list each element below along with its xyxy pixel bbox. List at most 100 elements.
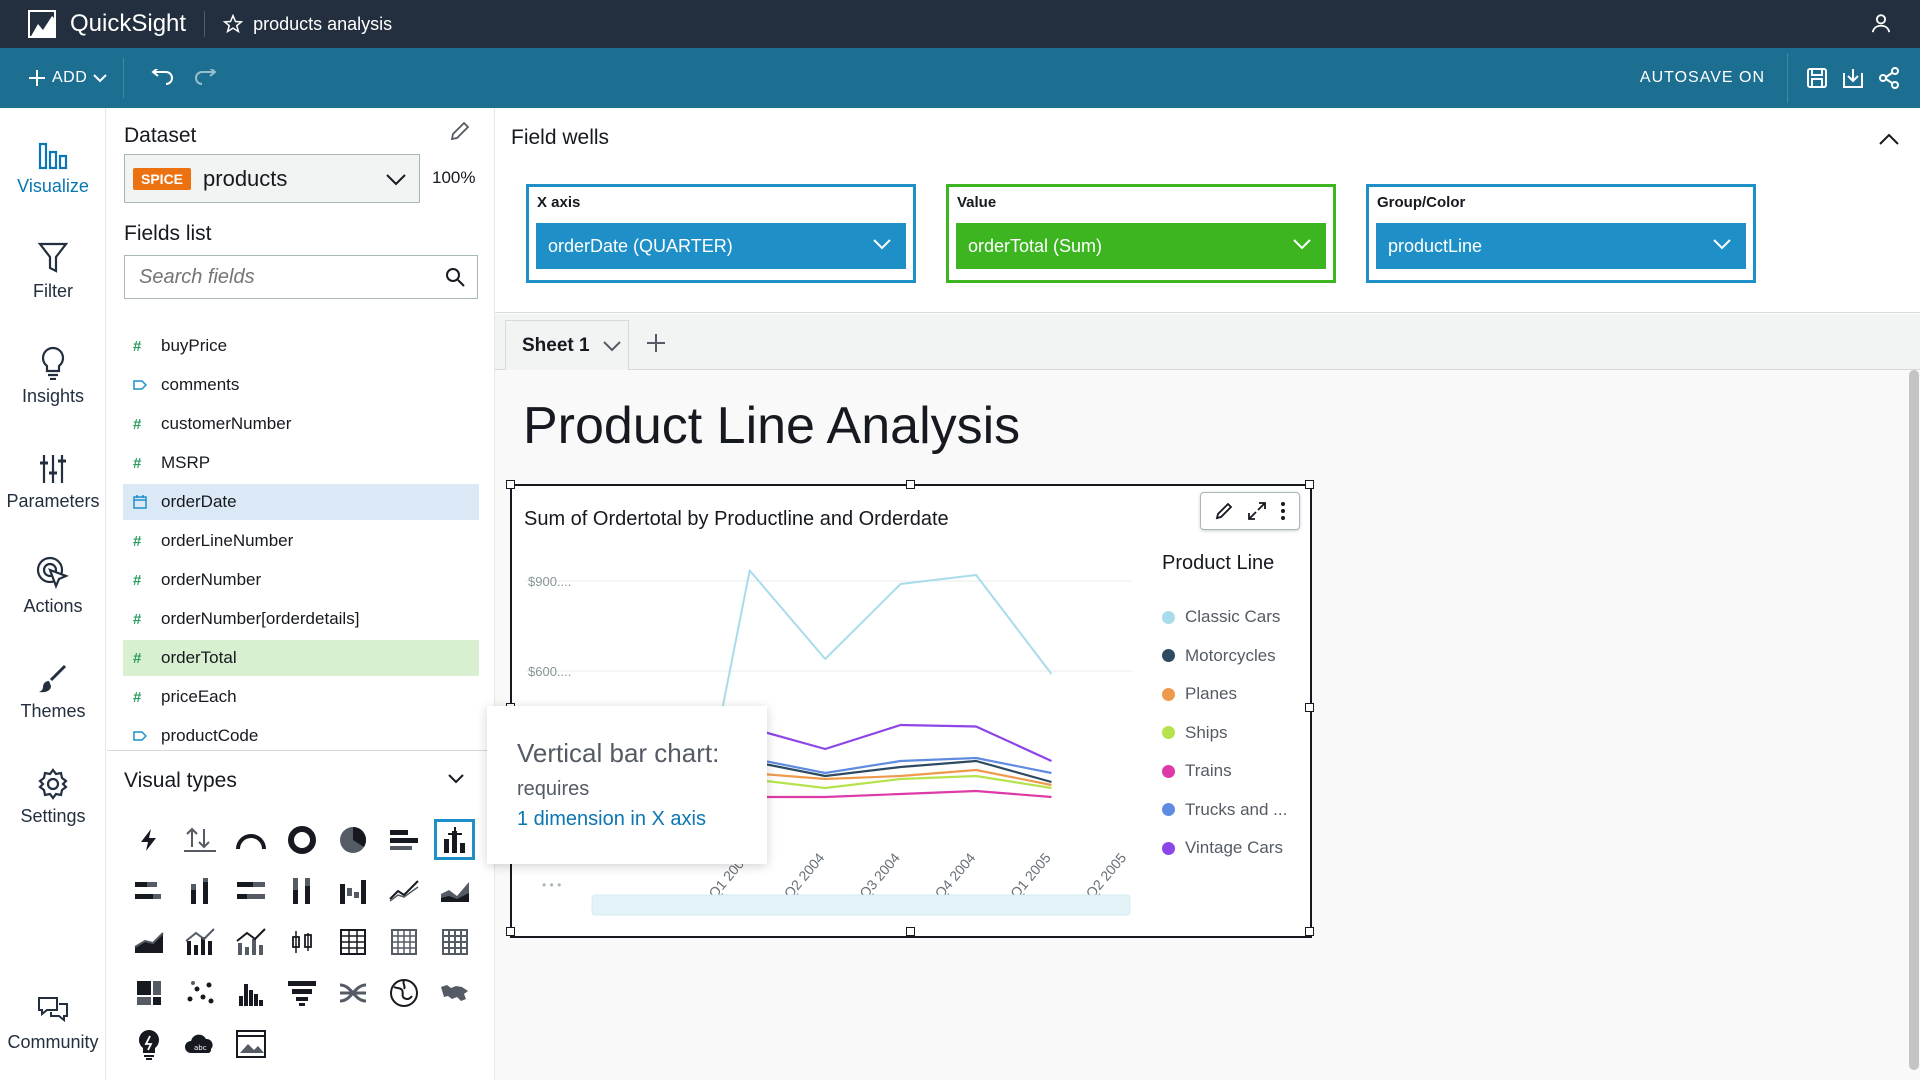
group-color-field-name: productLine bbox=[1388, 235, 1483, 256]
word-cloud-visual-icon[interactable]: abc bbox=[174, 1018, 225, 1069]
box-plot-visual-icon[interactable] bbox=[276, 916, 327, 967]
stacked-bar-visual-icon[interactable] bbox=[123, 865, 174, 916]
stacked-column-visual-icon[interactable] bbox=[174, 865, 225, 916]
line-chart-plot[interactable]: $900....$600....Q1 2004 Q2 2004 Q3 2004 Q4 … bbox=[512, 486, 1152, 926]
value-field-pill[interactable]: orderTotal (Sum) bbox=[956, 223, 1326, 269]
stacked-100-column-visual-icon[interactable] bbox=[276, 865, 327, 916]
share-icon[interactable] bbox=[1878, 67, 1900, 89]
nav-insights[interactable]: Insights bbox=[0, 340, 106, 407]
resize-handle[interactable] bbox=[506, 927, 515, 936]
legend-item[interactable]: Trains bbox=[1162, 761, 1232, 781]
search-fields-input[interactable] bbox=[139, 265, 429, 289]
group-color-field-pill[interactable]: productLine bbox=[1376, 223, 1746, 269]
histogram-visual-icon[interactable] bbox=[225, 967, 276, 1018]
canvas-scrollbar[interactable] bbox=[1909, 370, 1919, 1070]
nav-visualize[interactable]: Visualize bbox=[0, 130, 106, 197]
undo-button[interactable] bbox=[150, 69, 174, 87]
geospatial-map-visual-icon[interactable] bbox=[378, 967, 429, 1018]
table-visual-icon[interactable] bbox=[327, 916, 378, 967]
redo-button[interactable] bbox=[194, 69, 218, 87]
tab-sheet-1[interactable]: Sheet 1 bbox=[505, 320, 629, 370]
legend-item[interactable]: Vintage Cars bbox=[1162, 838, 1283, 858]
field-item[interactable]: # orderLineNumber bbox=[123, 523, 479, 559]
sheet-title[interactable]: Product Line Analysis bbox=[523, 397, 1021, 455]
resize-handle[interactable] bbox=[1305, 703, 1314, 712]
funnel-visual-icon[interactable] bbox=[276, 967, 327, 1018]
legend-item[interactable]: Motorcycles bbox=[1162, 646, 1276, 666]
scatter-plot-visual-icon[interactable] bbox=[174, 967, 225, 1018]
tree-map-visual-icon[interactable] bbox=[123, 967, 174, 1018]
resize-handle[interactable] bbox=[906, 480, 915, 489]
horizontal-bar-visual-icon[interactable] bbox=[378, 814, 429, 865]
tooltip-requirement-link[interactable]: 1 dimension in X axis bbox=[517, 808, 706, 830]
x-axis-field-pill[interactable]: orderDate (QUARTER) bbox=[536, 223, 906, 269]
legend-item[interactable]: Planes bbox=[1162, 684, 1237, 704]
chevron-down-icon[interactable] bbox=[602, 339, 622, 353]
gauge-visual-icon[interactable] bbox=[225, 814, 276, 865]
pencil-icon[interactable] bbox=[1214, 501, 1234, 521]
field-item[interactable]: # orderNumber[orderdetails] bbox=[123, 601, 479, 637]
custom-visual-content-icon[interactable] bbox=[225, 1018, 276, 1069]
field-item[interactable]: productCode bbox=[123, 718, 479, 754]
field-item[interactable]: # MSRP bbox=[123, 445, 479, 481]
nav-filter[interactable]: Filter bbox=[0, 235, 106, 302]
pivot-table-visual-icon[interactable] bbox=[378, 916, 429, 967]
nav-themes[interactable]: Themes bbox=[0, 655, 106, 722]
add-button[interactable]: ADD bbox=[28, 69, 107, 87]
waterfall-visual-icon[interactable] bbox=[327, 865, 378, 916]
legend-item[interactable]: Classic Cars bbox=[1162, 607, 1280, 627]
visual-title[interactable]: Sum of Ordertotal by Productline and Ord… bbox=[524, 508, 949, 530]
dataset-select[interactable]: SPICE products bbox=[124, 154, 420, 203]
vertical-bar-visual-icon[interactable] bbox=[429, 814, 480, 865]
area-visual-icon[interactable] bbox=[429, 865, 480, 916]
more-options-icon[interactable] bbox=[1280, 501, 1286, 521]
search-icon[interactable] bbox=[445, 267, 465, 287]
field-item[interactable]: # orderTotal bbox=[123, 640, 479, 676]
autograph-visual-icon[interactable] bbox=[123, 814, 174, 865]
sankey-visual-icon[interactable] bbox=[327, 967, 378, 1018]
series-line[interactable] bbox=[711, 569, 1053, 762]
nav-settings[interactable]: Settings bbox=[0, 760, 106, 827]
download-icon[interactable] bbox=[1842, 67, 1864, 89]
user-icon[interactable] bbox=[1870, 12, 1892, 39]
star-icon[interactable] bbox=[223, 14, 244, 34]
field-name: comments bbox=[161, 375, 240, 394]
resize-handle[interactable] bbox=[1305, 480, 1314, 489]
field-item[interactable]: comments bbox=[123, 367, 479, 403]
field-item[interactable]: # buyPrice bbox=[123, 328, 479, 364]
stacked-100-bar-visual-icon[interactable] bbox=[225, 865, 276, 916]
stacked-area-visual-icon[interactable] bbox=[123, 916, 174, 967]
field-item[interactable]: # customerNumber bbox=[123, 406, 479, 442]
heat-map-visual-icon[interactable] bbox=[429, 916, 480, 967]
field-item[interactable]: # orderNumber bbox=[123, 562, 479, 598]
add-sheet-icon[interactable] bbox=[645, 332, 667, 354]
resize-handle[interactable] bbox=[906, 927, 915, 936]
resize-handle[interactable] bbox=[1305, 927, 1314, 936]
nav-actions[interactable]: Actions bbox=[0, 550, 106, 617]
resize-handle[interactable] bbox=[506, 480, 515, 489]
field-item[interactable]: # priceEach bbox=[123, 679, 479, 715]
chevron-down-icon[interactable] bbox=[447, 773, 465, 785]
edit-dataset-button[interactable] bbox=[449, 120, 471, 147]
overflow-dots: • • • bbox=[542, 878, 561, 892]
bar-chart-icon bbox=[38, 142, 68, 170]
donut-visual-icon[interactable] bbox=[276, 814, 327, 865]
nav-parameters[interactable]: Parameters bbox=[0, 445, 106, 512]
filled-map-visual-icon[interactable] bbox=[429, 967, 480, 1018]
save-icon[interactable] bbox=[1806, 67, 1828, 89]
insight-visual-icon[interactable] bbox=[123, 1018, 174, 1069]
chart-range-slider[interactable] bbox=[591, 894, 1131, 916]
legend-item[interactable]: Trucks and ... bbox=[1162, 800, 1287, 820]
kpi-visual-icon[interactable] bbox=[174, 814, 225, 865]
nav-community[interactable]: Community bbox=[0, 996, 106, 1053]
field-item[interactable]: orderDate bbox=[123, 484, 479, 520]
pie-visual-icon[interactable] bbox=[327, 814, 378, 865]
quicksight-logo[interactable]: QuickSight bbox=[28, 10, 186, 38]
autosave-status[interactable]: AUTOSAVE ON bbox=[1639, 69, 1765, 86]
line-visual-icon[interactable] bbox=[378, 865, 429, 916]
chevron-up-icon[interactable] bbox=[1878, 132, 1900, 146]
combo-bar-line-visual-icon[interactable] bbox=[174, 916, 225, 967]
expand-icon[interactable] bbox=[1247, 501, 1267, 521]
combo-stacked-line-visual-icon[interactable] bbox=[225, 916, 276, 967]
legend-item[interactable]: Ships bbox=[1162, 723, 1228, 743]
